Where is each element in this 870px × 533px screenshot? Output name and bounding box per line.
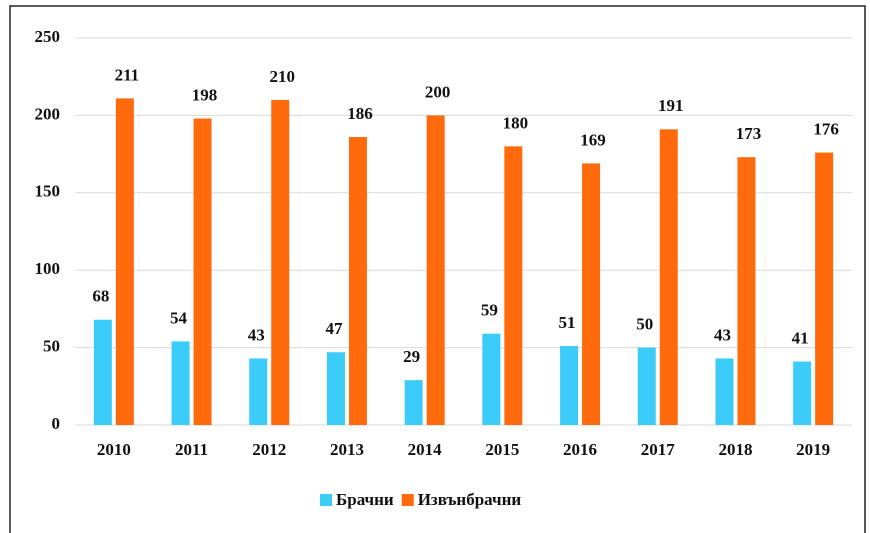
x-tick-label: 2014 <box>408 440 443 459</box>
data-label: 43 <box>714 325 731 344</box>
data-label: 43 <box>248 325 265 344</box>
bar <box>404 380 423 425</box>
data-label: 68 <box>92 287 109 306</box>
bar <box>271 99 290 426</box>
x-tick-label: 2019 <box>796 440 830 459</box>
data-label: 29 <box>403 347 420 366</box>
legend-label: Брачни <box>336 490 394 509</box>
legend-swatch <box>401 494 414 506</box>
data-label: 180 <box>503 113 529 132</box>
data-label: 51 <box>559 313 576 332</box>
bar <box>249 358 268 425</box>
data-label: 211 <box>115 65 140 84</box>
bar <box>193 118 212 425</box>
bar <box>326 352 345 425</box>
y-tick-label: 100 <box>35 259 61 278</box>
data-label: 50 <box>636 315 653 334</box>
legend-label: Извънбрачни <box>418 490 522 509</box>
legend-swatch <box>320 494 332 506</box>
data-label: 59 <box>481 301 498 320</box>
y-tick-label: 250 <box>35 27 61 46</box>
bar <box>504 146 523 426</box>
data-label: 169 <box>580 130 606 149</box>
bar <box>793 361 812 425</box>
data-label: 54 <box>170 308 188 327</box>
bar <box>482 333 501 425</box>
data-label: 176 <box>813 119 839 138</box>
data-label: 200 <box>425 82 451 101</box>
bar <box>115 98 134 425</box>
x-tick-label: 2016 <box>563 440 597 459</box>
data-label: 47 <box>325 319 343 338</box>
data-label: 173 <box>736 124 762 143</box>
y-tick-label: 200 <box>35 104 61 123</box>
x-tick-label: 2010 <box>97 440 131 459</box>
bar <box>715 358 734 425</box>
bar <box>815 152 834 425</box>
x-tick-label: 2018 <box>718 440 752 459</box>
y-tick-label: 150 <box>35 182 61 201</box>
bar <box>659 129 678 425</box>
data-label: 191 <box>658 96 684 115</box>
data-label: 198 <box>192 85 218 104</box>
y-tick-label: 0 <box>52 414 61 433</box>
data-label: 41 <box>792 328 809 347</box>
bar <box>93 319 112 425</box>
x-tick-label: 2015 <box>485 440 519 459</box>
bar <box>737 157 756 426</box>
bar <box>637 347 656 425</box>
data-label: 186 <box>347 104 373 123</box>
bar <box>560 346 579 425</box>
bar <box>171 341 190 425</box>
bar <box>348 137 367 425</box>
y-tick-label: 50 <box>43 337 60 356</box>
data-label: 210 <box>270 67 296 86</box>
x-tick-label: 2012 <box>252 440 286 459</box>
bar <box>582 163 601 425</box>
x-tick-label: 2017 <box>641 440 676 459</box>
bar <box>426 115 445 426</box>
x-tick-label: 2013 <box>330 440 364 459</box>
x-tick-label: 2011 <box>175 440 208 459</box>
